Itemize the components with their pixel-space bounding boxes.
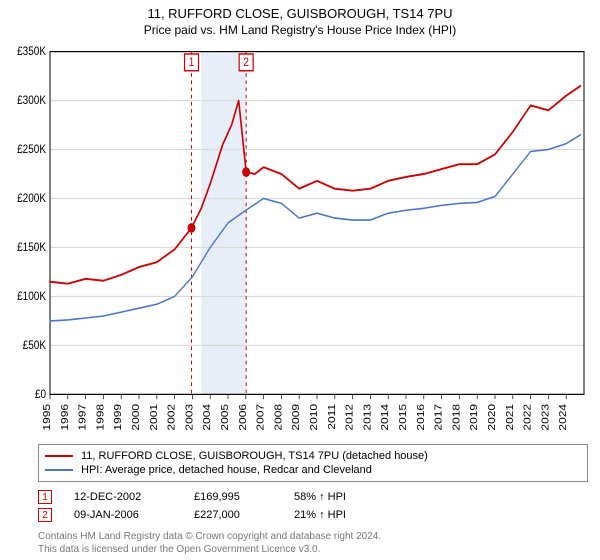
svg-text:2019: 2019 — [469, 404, 480, 431]
svg-text:1997: 1997 — [77, 404, 88, 431]
svg-text:1: 1 — [189, 57, 195, 70]
sale-diff: 21% ↑ HPI — [294, 509, 346, 521]
svg-text:2011: 2011 — [327, 404, 338, 430]
svg-text:1996: 1996 — [60, 404, 71, 431]
svg-text:2012: 2012 — [344, 404, 355, 431]
legend-label-property: 11, RUFFORD CLOSE, GUISBOROUGH, TS14 7PU… — [81, 450, 428, 462]
svg-text:2005: 2005 — [220, 404, 231, 431]
svg-text:2020: 2020 — [487, 404, 498, 431]
svg-text:2007: 2007 — [255, 404, 266, 431]
svg-text:2022: 2022 — [522, 404, 533, 431]
sale-row: 2 09-JAN-2006 £227,000 21% ↑ HPI — [38, 506, 588, 524]
svg-text:2018: 2018 — [451, 404, 462, 431]
svg-text:£350K: £350K — [17, 46, 46, 59]
footer-line-1: Contains HM Land Registry data © Crown c… — [38, 530, 588, 543]
line-chart-svg: £0 £50K £100K £150K £200K £250K £300K £350K 1995… — [10, 42, 590, 438]
svg-text:2015: 2015 — [398, 404, 409, 431]
svg-text:£100K: £100K — [17, 291, 46, 304]
svg-text:£250K: £250K — [17, 144, 46, 157]
plot-area: £0 £50K £100K £150K £200K £250K £300K £350K 1995… — [10, 42, 590, 438]
sale-price: £227,000 — [194, 509, 294, 521]
svg-text:2006: 2006 — [238, 404, 249, 431]
svg-text:2024: 2024 — [558, 404, 569, 431]
svg-text:2017: 2017 — [433, 404, 444, 431]
legend-label-hpi: HPI: Average price, detached house, Redc… — [81, 464, 372, 476]
svg-text:£300K: £300K — [17, 95, 46, 108]
legend: 11, RUFFORD CLOSE, GUISBOROUGH, TS14 7PU… — [38, 444, 588, 482]
sale-marker-icon: 1 — [38, 490, 52, 504]
svg-text:2008: 2008 — [273, 404, 284, 431]
legend-swatch-hpi — [45, 469, 73, 471]
sale-marker-icon: 2 — [38, 508, 52, 522]
sale-date: 12-DEC-2002 — [74, 491, 194, 503]
sale-diff: 58% ↑ HPI — [294, 491, 346, 503]
legend-row-hpi: HPI: Average price, detached house, Redc… — [45, 463, 581, 477]
svg-text:2002: 2002 — [166, 404, 177, 431]
legend-row-property: 11, RUFFORD CLOSE, GUISBOROUGH, TS14 7PU… — [45, 449, 581, 463]
svg-text:2: 2 — [243, 57, 249, 70]
chart-container: 11, RUFFORD CLOSE, GUISBOROUGH, TS14 7PU… — [0, 0, 600, 560]
svg-text:2014: 2014 — [380, 404, 391, 431]
footer-note: Contains HM Land Registry data © Crown c… — [38, 530, 588, 556]
title-block: 11, RUFFORD CLOSE, GUISBOROUGH, TS14 7PU… — [10, 6, 590, 38]
chart-subtitle: Price paid vs. HM Land Registry's House … — [10, 23, 590, 39]
svg-text:2003: 2003 — [184, 404, 195, 431]
svg-text:2009: 2009 — [291, 404, 302, 431]
svg-text:1999: 1999 — [113, 404, 124, 431]
sale-row: 1 12-DEC-2002 £169,995 58% ↑ HPI — [38, 488, 588, 506]
sales-list: 1 12-DEC-2002 £169,995 58% ↑ HPI 2 09-JA… — [38, 488, 588, 524]
svg-text:2021: 2021 — [505, 404, 516, 431]
svg-text:2010: 2010 — [309, 404, 320, 431]
svg-text:£0: £0 — [35, 389, 46, 402]
legend-swatch-property — [45, 455, 73, 457]
svg-text:£50K: £50K — [23, 340, 47, 353]
svg-text:1998: 1998 — [95, 404, 106, 431]
sale-price: £169,995 — [194, 491, 294, 503]
svg-text:2023: 2023 — [540, 404, 551, 431]
sale-date: 09-JAN-2006 — [74, 509, 194, 521]
chart-title: 11, RUFFORD CLOSE, GUISBOROUGH, TS14 7PU — [10, 6, 590, 23]
svg-text:2004: 2004 — [202, 404, 213, 431]
svg-text:2001: 2001 — [149, 404, 160, 431]
svg-text:2000: 2000 — [131, 404, 142, 431]
svg-text:2013: 2013 — [362, 404, 373, 431]
svg-text:£150K: £150K — [17, 242, 46, 255]
svg-text:£200K: £200K — [17, 193, 46, 206]
svg-text:1995: 1995 — [42, 404, 53, 431]
footer-line-2: This data is licensed under the Open Gov… — [38, 543, 588, 556]
svg-text:2016: 2016 — [416, 404, 427, 431]
